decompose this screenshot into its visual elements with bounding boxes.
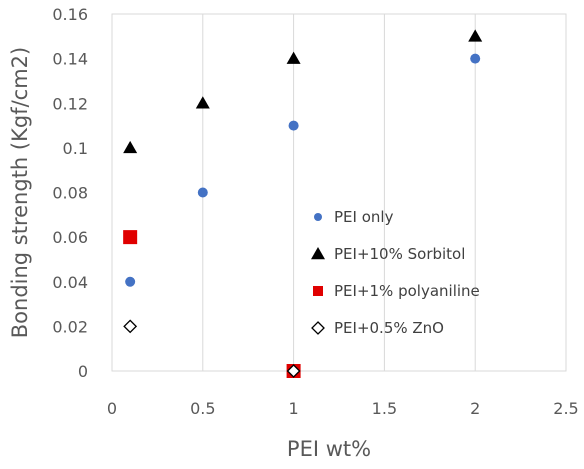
legend-marker-diamond-open [311, 321, 325, 335]
x-tick-label: 1.5 [372, 399, 397, 418]
legend-entry-label: PEI+0.5% ZnO [334, 319, 444, 337]
plot-area-frame [111, 13, 567, 372]
data-point-triangle [195, 96, 210, 109]
y-axis-title: Bonding strength (Kgf/cm2) [8, 47, 32, 339]
y-tick-label: 0.1 [63, 139, 88, 158]
grid [111, 14, 567, 371]
y-tick-label: 0.08 [52, 184, 88, 203]
data-point-circle [470, 53, 481, 64]
legend-marker-triangle [311, 247, 325, 260]
legend-entry-label: PEI+10% Sorbitol [334, 245, 465, 263]
data-point-square [123, 230, 138, 245]
data-point-diamond-open [286, 364, 301, 378]
legend-entry-label: PEI only [334, 208, 394, 226]
y-tick-label: 0.06 [52, 228, 88, 247]
legend-entry-label: PEI+1% polyaniline [334, 282, 480, 300]
y-tick-label: 0.02 [52, 317, 88, 336]
y-tick-label: 0.12 [52, 94, 88, 113]
y-tick-label: 0.04 [52, 273, 88, 292]
legend-marker-square [313, 286, 323, 296]
x-axis-title: PEI wt% [287, 437, 371, 461]
legend-marker-circle [314, 213, 322, 221]
x-tick-label: 0 [107, 399, 117, 418]
data-point-circle [288, 120, 299, 131]
data-points [123, 29, 483, 378]
x-tick-label: 2 [470, 399, 480, 418]
data-point-triangle [468, 29, 483, 42]
y-tick-label: 0.16 [52, 5, 88, 24]
data-point-circle [197, 187, 208, 198]
data-point-diamond-open [123, 319, 138, 334]
x-tick-label: 2.5 [553, 399, 578, 418]
x-tick-label: 0.5 [190, 399, 215, 418]
x-axis-ticks: 0 0.5 1 1.5 2 2.5 [107, 399, 579, 418]
legend: PEI only PEI+10% Sorbitol PEI+1% polyanili… [311, 208, 480, 337]
x-tick-label: 1 [289, 399, 299, 418]
data-point-triangle [286, 51, 301, 64]
data-point-circle [125, 276, 136, 287]
y-axis-ticks: 0 0.02 0.04 0.06 0.08 0.1 0.12 0.14 0.16 [52, 5, 88, 381]
data-point-triangle [123, 140, 138, 154]
y-tick-label: 0.14 [52, 50, 88, 69]
y-tick-label: 0 [78, 362, 88, 381]
